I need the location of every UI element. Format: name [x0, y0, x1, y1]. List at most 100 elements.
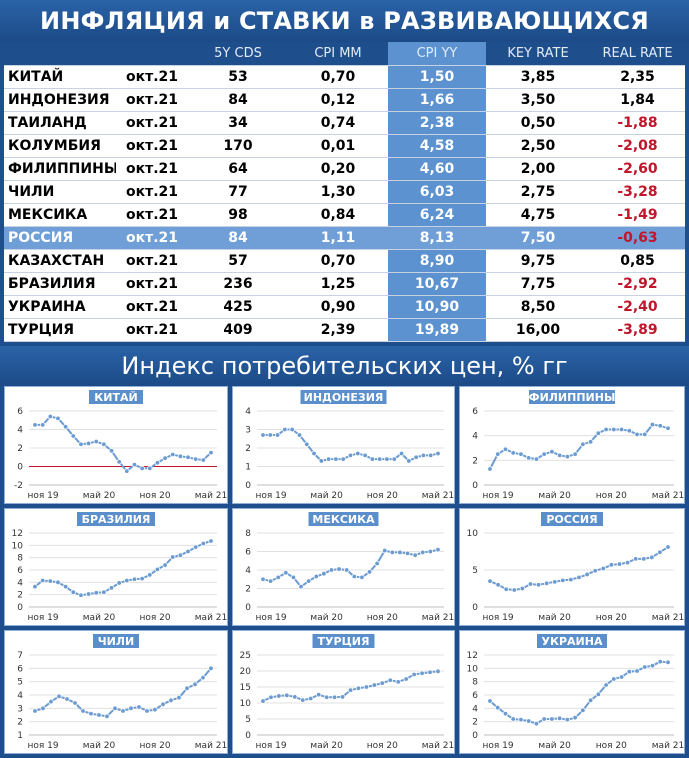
y-tick-label: 6: [17, 566, 23, 576]
data-point: [39, 577, 46, 584]
data-point: [292, 694, 298, 700]
data-point: [487, 466, 493, 472]
data-point: [395, 679, 401, 685]
cell-cds: 84: [188, 226, 288, 250]
cell-key-rate: 16,00: [486, 318, 590, 342]
data-point: [116, 459, 122, 465]
cell-date: окт.21: [116, 111, 188, 135]
data-point: [62, 583, 69, 590]
data-point: [374, 560, 380, 567]
data-point: [170, 554, 176, 560]
cell-country: УКРАИНА: [4, 295, 116, 319]
data-point: [185, 548, 191, 555]
data-point: [634, 668, 640, 674]
cell-date: окт.21: [116, 249, 188, 273]
table-row: БРАЗИЛИЯ окт.21 236 1,25 10,67 7,75 -2,92: [4, 272, 685, 296]
data-point: [147, 572, 153, 578]
cell-country: БРАЗИЛИЯ: [4, 272, 116, 296]
data-point: [412, 552, 418, 558]
y-tick-label: 6: [245, 548, 251, 558]
chart-title: КИТАЙ: [94, 391, 137, 404]
data-point: [541, 716, 547, 722]
y-tick-label: 4: [245, 407, 251, 417]
data-point: [564, 453, 571, 460]
chart-svg: КИТАЙ -2 0 2 4 6 ноя 19 май 20 ноя 20 май 21: [14, 390, 227, 501]
chart-title: РОССИЯ: [546, 513, 597, 526]
data-point: [311, 450, 317, 457]
data-point: [340, 456, 346, 462]
data-point: [331, 694, 338, 700]
data-point: [608, 562, 615, 568]
data-point: [276, 693, 282, 699]
data-point: [64, 696, 70, 702]
data-point: [535, 582, 542, 588]
data-point: [556, 715, 563, 722]
y-tick-label: 20: [240, 667, 252, 677]
col-header-country: [4, 42, 116, 66]
y-tick-label: 0: [17, 603, 23, 613]
chart-title-bg: [308, 512, 379, 526]
cell-cpi-yy: 4,60: [388, 157, 486, 181]
data-point: [518, 451, 524, 457]
y-tick-label: 0: [17, 463, 23, 473]
y-tick-label: 2: [17, 718, 23, 728]
cell-cpi-yy: 1,50: [388, 65, 486, 89]
data-point: [323, 694, 330, 700]
col-header-key-rate: KEY RATE: [486, 42, 590, 66]
y-tick-label: 10: [12, 541, 24, 551]
x-tick-label: ноя 19: [255, 613, 286, 623]
data-point: [626, 668, 633, 675]
x-tick-label: ноя 20: [596, 491, 627, 501]
x-tick-label: май 21: [652, 491, 684, 501]
cell-cpi-mm: 0,74: [288, 111, 388, 135]
y-tick-label: 1: [245, 463, 251, 473]
series-line: [489, 423, 669, 470]
x-tick-label: ноя 20: [139, 491, 170, 501]
cell-country: МЕКСИКА: [4, 203, 116, 227]
data-point: [124, 468, 130, 474]
data-point: [572, 451, 578, 457]
x-tick-label: ноя 20: [139, 613, 170, 623]
x-tick-label: ноя 20: [139, 741, 170, 751]
cell-cpi-mm: 1,11: [288, 226, 388, 250]
chart-svg: ТУРЦИЯ 0 5 10 15 20 25 ноя 19 май 20 ноя 20 май 21: [240, 634, 454, 751]
x-tick-label: ноя 19: [482, 741, 513, 751]
data-point: [32, 583, 38, 590]
y-tick-label: 2: [17, 591, 23, 601]
y-tick-label: 6: [17, 664, 23, 674]
data-point: [136, 704, 142, 710]
x-tick-label: ноя 20: [596, 741, 627, 751]
data-point: [260, 432, 266, 438]
chart-panel: МЕКСИКА 0 2 4 6 8 ноя 19 май 20 ноя 20 май 21: [232, 508, 455, 626]
y-tick-label: 6: [472, 407, 478, 417]
data-point: [284, 692, 290, 699]
data-point: [176, 694, 182, 701]
data-point: [170, 451, 176, 458]
y-tick-label: 2: [245, 585, 251, 595]
chart-panel: ИНДОНЕЗИЯ 0 1 2 3 4 ноя 19 май 20 ноя 20 май 21: [232, 386, 455, 504]
data-point: [495, 582, 501, 588]
data-point: [549, 448, 555, 455]
data-point: [427, 669, 433, 675]
data-point: [62, 424, 69, 430]
data-point: [93, 438, 99, 445]
data-point: [595, 691, 602, 698]
chart-title-bg: [89, 390, 143, 404]
x-tick-label: ноя 19: [27, 741, 58, 751]
data-point: [131, 576, 138, 582]
chart-title-bg: [77, 512, 155, 526]
data-point: [525, 455, 532, 461]
chart-panel: ТУРЦИЯ 0 5 10 15 20 25 ноя 19 май 20 ноя 20 май 21: [232, 630, 455, 754]
cell-cds: 53: [188, 65, 288, 89]
data-point: [391, 456, 397, 462]
chart-svg: УКРАИНА 0 2 4 6 8 10 12 ноя 19 май 20 ноя 20 май 21: [467, 634, 684, 751]
cell-key-rate: 9,75: [486, 249, 590, 273]
data-point: [101, 589, 107, 595]
series-line: [262, 548, 439, 589]
cell-cpi-yy: 8,90: [388, 249, 486, 273]
chart-title: БРАЗИЛИЯ: [82, 513, 151, 526]
data-point: [413, 454, 419, 460]
data-point: [154, 566, 161, 573]
x-tick-label: май 21: [422, 613, 454, 623]
x-tick-label: май 21: [195, 613, 227, 623]
